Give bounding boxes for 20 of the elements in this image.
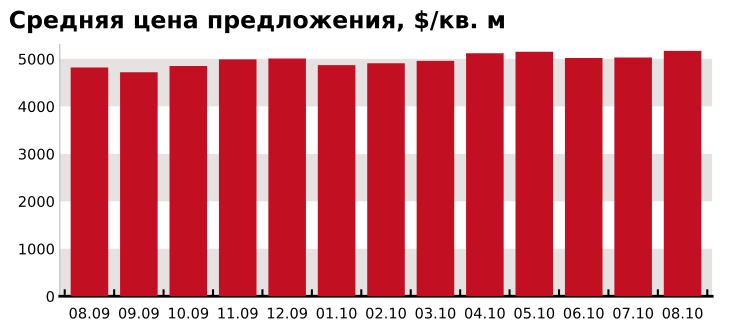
y-tick-label: 4000	[18, 101, 54, 112]
y-tick-label: 2000	[18, 196, 54, 208]
x-tick-label: 08.09	[70, 308, 110, 319]
x-tick-label: 10.09	[169, 308, 208, 319]
y-tick-label: 5000	[18, 54, 54, 65]
x-tick-label: 04.10	[464, 308, 505, 319]
x-tick-label: 07.10	[613, 308, 654, 319]
x-tick-label: 02.10	[366, 308, 406, 319]
x-tick-label: 05.10	[514, 308, 554, 319]
x-tick-label: 08.10	[662, 308, 702, 319]
y-tick-label: 1000	[19, 244, 54, 255]
x-tick-label: 06.10	[564, 308, 604, 319]
chart-title: Средняя цена предложения, $/кв. м	[10, 10, 504, 34]
x-tick-label: 03.10	[416, 308, 456, 319]
x-tick-label: 12.09	[268, 308, 307, 319]
x-tick-label: 11.09	[218, 308, 258, 319]
y-tick-label: 0	[46, 290, 54, 302]
x-tick-label: 09.09	[118, 308, 159, 319]
y-tick-label: 3000	[18, 148, 54, 160]
x-tick-label: 01.10	[316, 308, 356, 319]
